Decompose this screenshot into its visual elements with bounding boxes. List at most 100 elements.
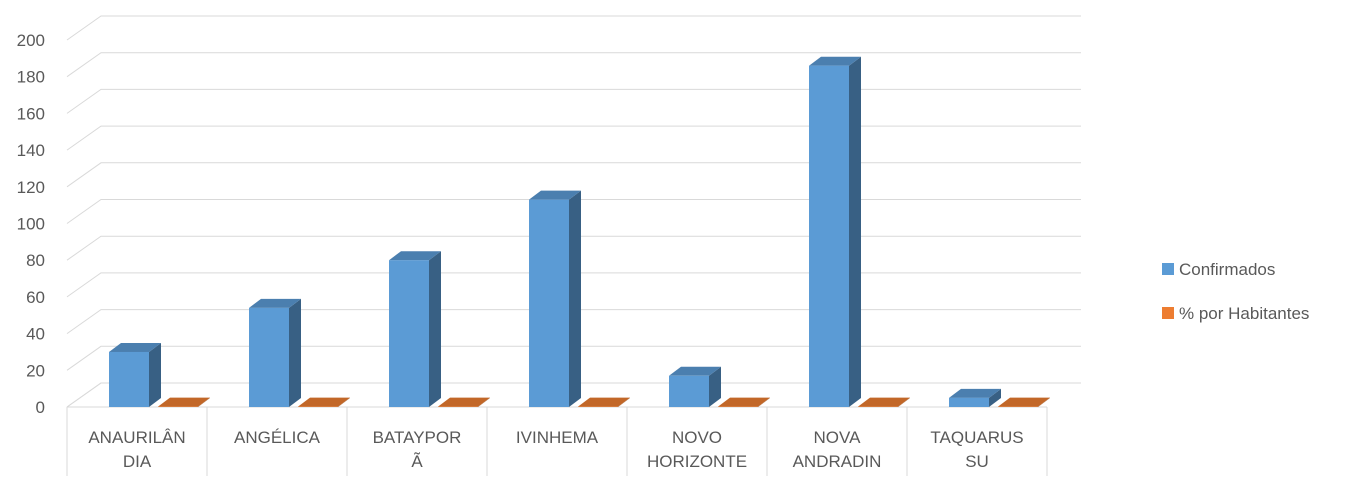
bar-side xyxy=(849,56,861,407)
y-axis-ticks: 0 20 40 60 80 100 120 140 160 180 200 xyxy=(17,31,45,417)
x-tick-label-line: IVINHEMA xyxy=(516,428,599,447)
bar-confirmados xyxy=(249,298,301,407)
bar-side xyxy=(758,397,770,407)
gridline xyxy=(66,309,1081,335)
gridline xyxy=(66,235,1081,261)
x-tick-label-line: DIA xyxy=(123,452,152,471)
bar-side xyxy=(898,397,910,407)
gridline xyxy=(66,88,1081,114)
bar-front xyxy=(109,351,149,407)
bar-por-habitantes xyxy=(998,397,1050,407)
bar-side xyxy=(198,397,210,407)
bar-top xyxy=(529,190,581,200)
x-tick-label-line: ANDRADIN xyxy=(793,452,882,471)
x-tick-label: ANGÉLICA xyxy=(234,428,321,447)
bar-side xyxy=(618,397,630,407)
gridline xyxy=(66,345,1081,371)
bar-top xyxy=(158,397,210,407)
y-tick-label: 100 xyxy=(17,215,45,234)
bar-por-habitantes xyxy=(578,397,630,407)
bar-front xyxy=(809,65,849,407)
bar-por-habitantes xyxy=(438,397,490,407)
category-axis: ANAURILÂN DIA ANGÉLICA BATAYPOR Ã IVINHEMA NOV… xyxy=(66,406,1048,476)
x-tick-label: ANAURILÂN DIA xyxy=(88,428,185,471)
x-tick-label: NOVO HORIZONTE xyxy=(647,428,747,471)
y-tick-label: 0 xyxy=(36,398,45,417)
bar-top xyxy=(389,251,441,261)
bar-side xyxy=(149,342,161,407)
bar-front xyxy=(949,397,989,407)
x-tick-label: BATAYPOR Ã xyxy=(373,428,462,471)
legend-label: % por Habitantes xyxy=(1179,304,1309,323)
bar-top xyxy=(109,342,161,352)
bar-top xyxy=(669,366,721,376)
bar-side xyxy=(989,388,1001,407)
bar-front xyxy=(669,375,709,407)
bar-side xyxy=(338,397,350,407)
bar-front xyxy=(389,260,429,407)
bar-top xyxy=(249,298,301,308)
x-tick-label: IVINHEMA xyxy=(516,428,599,447)
bar-confirmados xyxy=(669,366,721,407)
bar-side xyxy=(1038,397,1050,407)
y-tick-label: 140 xyxy=(17,141,45,160)
x-tick-label-line: HORIZONTE xyxy=(647,452,747,471)
bar-top xyxy=(949,388,1001,398)
y-tick-label: 200 xyxy=(17,31,45,50)
x-tick-label-line: ANGÉLICA xyxy=(234,428,321,447)
y-tick-label: 60 xyxy=(26,288,45,307)
x-tick-label-line: TAQUARUS xyxy=(930,428,1023,447)
legend: Confirmados % por Habitantes xyxy=(1162,260,1309,323)
gridline xyxy=(66,162,1081,188)
y-tick-label: 180 xyxy=(17,68,45,87)
gridline xyxy=(66,272,1081,298)
bar-top xyxy=(809,56,861,66)
gridline xyxy=(66,125,1081,151)
x-tick-label-line: Ã xyxy=(411,452,423,471)
x-tick-label-line: ANAURILÂN xyxy=(88,428,185,447)
bar-por-habitantes xyxy=(718,397,770,407)
y-tick-label: 160 xyxy=(17,104,45,123)
gridline xyxy=(66,52,1081,78)
bar-confirmados xyxy=(389,251,441,407)
bar-top xyxy=(438,397,490,407)
gridline xyxy=(66,382,1081,408)
bar-por-habitantes xyxy=(158,397,210,407)
bar-por-habitantes xyxy=(298,397,350,407)
x-tick-label: TAQUARUS SU xyxy=(930,428,1023,471)
bar-confirmados xyxy=(109,342,161,407)
bar-confirmados xyxy=(809,56,861,407)
bar-series xyxy=(109,56,1050,407)
bar-top xyxy=(858,397,910,407)
legend-swatch xyxy=(1162,263,1174,275)
bar-por-habitantes xyxy=(858,397,910,407)
bar-front xyxy=(249,307,289,407)
y-tick-label: 40 xyxy=(26,325,45,344)
legend-swatch xyxy=(1162,307,1174,319)
x-tick-label-line: SU xyxy=(965,452,989,471)
bar-front xyxy=(529,199,569,407)
bar-side xyxy=(478,397,490,407)
legend-label: Confirmados xyxy=(1179,260,1275,279)
bar-side xyxy=(289,298,301,407)
bar-side xyxy=(429,251,441,407)
x-tick-label-line: NOVA xyxy=(814,428,862,447)
bar-side xyxy=(709,366,721,407)
gridline xyxy=(66,199,1081,224)
bar-side xyxy=(569,190,581,407)
gridline xyxy=(66,15,1081,41)
y-tick-label: 20 xyxy=(26,361,45,380)
bar-confirmados xyxy=(949,388,1001,407)
bar-top xyxy=(998,397,1050,407)
x-tick-label: NOVA ANDRADIN xyxy=(793,428,882,471)
y-tick-label: 80 xyxy=(26,251,45,270)
x-tick-label-line: NOVO xyxy=(672,428,722,447)
bar-top xyxy=(718,397,770,407)
gridlines xyxy=(66,15,1081,408)
x-tick-label-line: BATAYPOR xyxy=(373,428,462,447)
bar-top xyxy=(578,397,630,407)
bar-top xyxy=(298,397,350,407)
bar-confirmados xyxy=(529,190,581,407)
y-tick-label: 120 xyxy=(17,178,45,197)
